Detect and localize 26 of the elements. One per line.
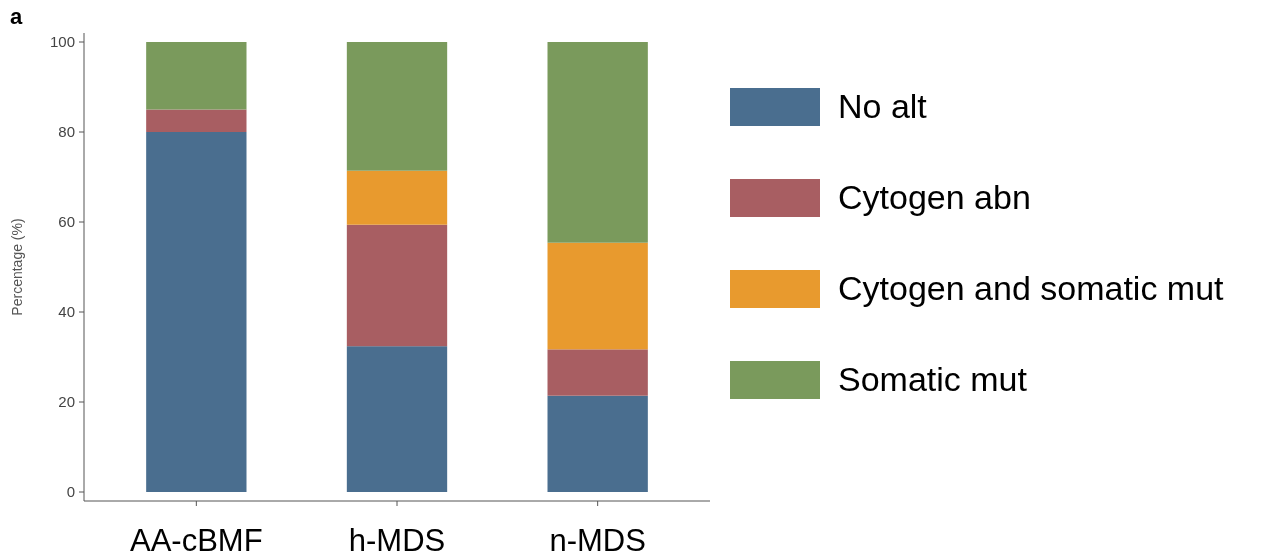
bar xyxy=(547,42,648,243)
y-axis-title: Percentage (%) xyxy=(9,218,25,316)
bar xyxy=(346,346,448,492)
bar xyxy=(346,42,448,171)
x-tick-label: AA-cBMF xyxy=(130,523,263,558)
bar xyxy=(146,109,247,132)
bar xyxy=(346,224,448,347)
y-tick-label: 80 xyxy=(58,123,75,141)
bar xyxy=(146,132,247,492)
y-tick-label: 60 xyxy=(58,213,75,231)
bar xyxy=(547,395,648,492)
x-tick-label: n-MDS xyxy=(549,523,646,558)
y-tick-label: 20 xyxy=(58,393,75,411)
legend-label: Somatic mut xyxy=(838,360,1028,398)
legend-label: No alt xyxy=(838,87,928,125)
y-tick-label: 100 xyxy=(49,33,75,51)
text: a xyxy=(10,4,23,29)
bar xyxy=(146,42,247,110)
x-tick-label: h-MDS xyxy=(348,523,446,558)
bar xyxy=(547,242,648,350)
legend-label: Cytogen and somatic mut xyxy=(838,269,1225,307)
bar xyxy=(547,349,648,396)
y-tick-label: 0 xyxy=(66,483,75,501)
bar xyxy=(346,170,448,225)
legend-label: Cytogen abn xyxy=(838,178,1031,216)
y-tick-label: 40 xyxy=(58,303,75,321)
